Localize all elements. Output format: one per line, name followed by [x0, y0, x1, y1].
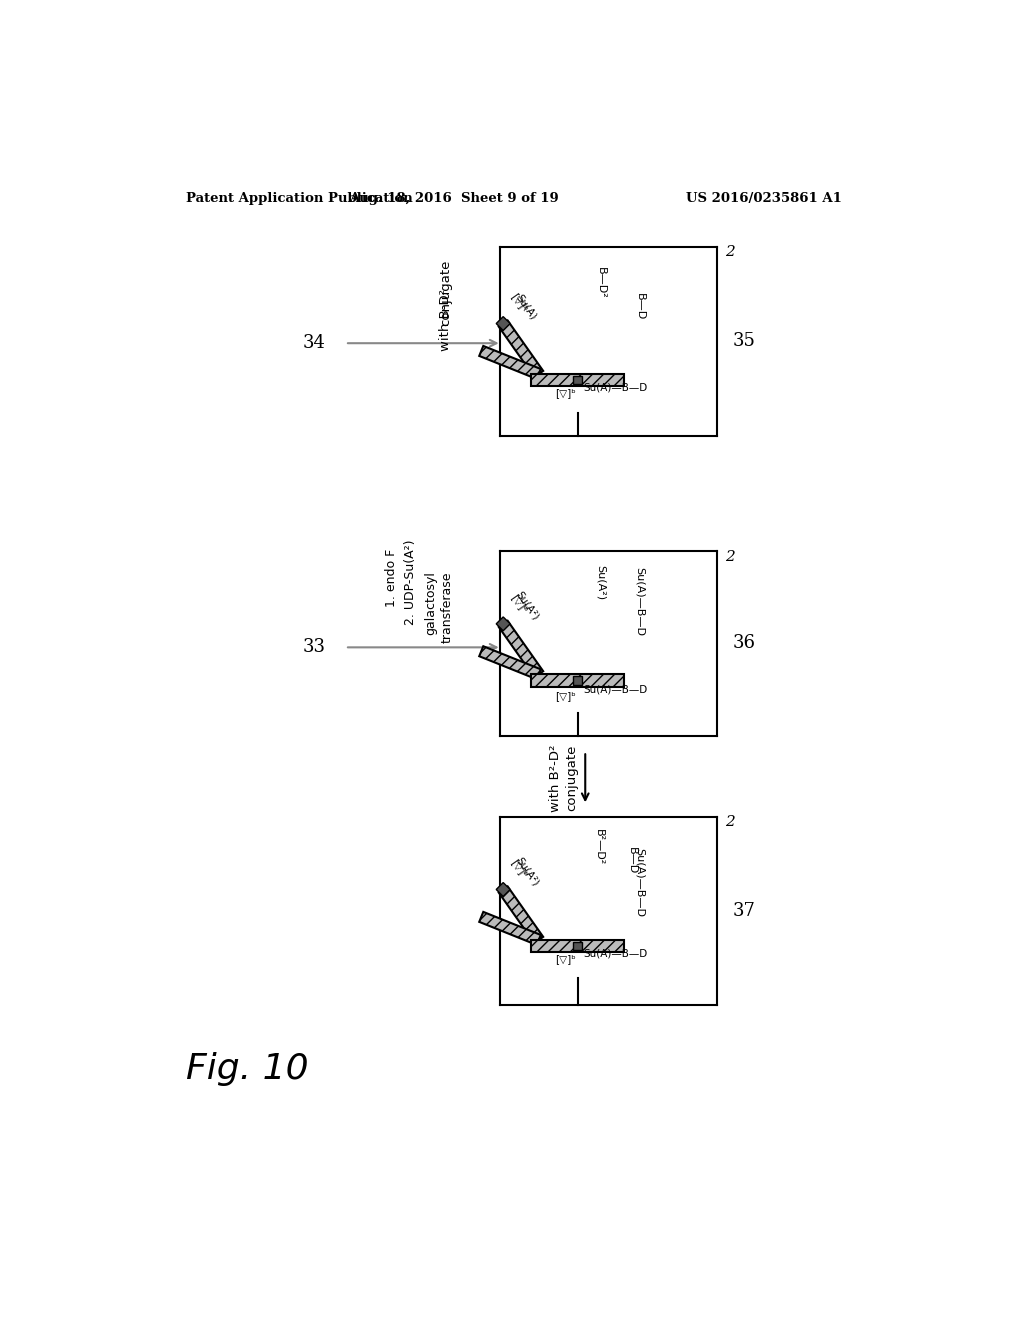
Text: Fig. 10: Fig. 10 — [186, 1052, 309, 1085]
Text: conjugate: conjugate — [439, 260, 453, 326]
Text: Aug. 18, 2016  Sheet 9 of 19: Aug. 18, 2016 Sheet 9 of 19 — [348, 191, 558, 205]
Text: [▽]ᵇ: [▽]ᵇ — [555, 388, 575, 399]
Text: Patent Application Publication: Patent Application Publication — [186, 191, 413, 205]
Polygon shape — [479, 647, 541, 680]
Text: 2: 2 — [725, 549, 734, 564]
Text: Su(A)—B—D: Su(A)—B—D — [584, 685, 648, 694]
Text: US 2016/0235861 A1: US 2016/0235861 A1 — [686, 191, 842, 205]
Bar — [531, 374, 624, 387]
Text: [▽]ᵇ: [▽]ᵇ — [509, 591, 529, 615]
Text: with B²-D²: with B²-D² — [549, 744, 562, 812]
Bar — [531, 940, 624, 952]
Polygon shape — [479, 346, 541, 379]
Text: 2. UDP-Su(A²): 2. UDP-Su(A²) — [404, 539, 418, 624]
Text: [▽]ᵇ: [▽]ᵇ — [555, 690, 575, 701]
Text: Su(A²): Su(A²) — [596, 565, 606, 601]
Text: Su(A)—B—D: Su(A)—B—D — [635, 847, 644, 916]
Polygon shape — [497, 883, 510, 896]
Text: [▽]ᵇ: [▽]ᵇ — [509, 292, 529, 314]
Text: transferase: transferase — [440, 572, 454, 643]
Bar — [531, 675, 624, 686]
Text: 37: 37 — [732, 902, 756, 920]
Text: 2: 2 — [725, 246, 734, 260]
Text: Su(A²): Su(A²) — [514, 590, 541, 622]
Text: 33: 33 — [302, 639, 326, 656]
Polygon shape — [499, 620, 543, 677]
Text: B—D: B—D — [627, 847, 637, 874]
Polygon shape — [497, 317, 510, 330]
Text: [▽]ᵇ: [▽]ᵇ — [509, 858, 529, 880]
Text: 34: 34 — [302, 334, 326, 352]
Text: 36: 36 — [732, 635, 756, 652]
Text: Su(A)—B—D: Su(A)—B—D — [635, 566, 644, 636]
Text: Su(A)—B—D: Su(A)—B—D — [584, 949, 648, 958]
Text: Su(A)—B—D: Su(A)—B—D — [584, 383, 648, 393]
Text: 1. endo F: 1. endo F — [385, 549, 398, 607]
Text: with B-D²: with B-D² — [439, 289, 453, 351]
Text: galactosyl: galactosyl — [424, 572, 437, 635]
Text: 35: 35 — [732, 331, 756, 350]
Text: Su(A²): Su(A²) — [514, 855, 541, 888]
Polygon shape — [499, 321, 543, 378]
Text: 2: 2 — [725, 816, 734, 829]
Polygon shape — [479, 912, 541, 945]
Bar — [573, 942, 582, 950]
Text: conjugate: conjugate — [565, 744, 578, 812]
Text: Su(A): Su(A) — [514, 293, 539, 322]
Polygon shape — [499, 887, 543, 942]
Text: [▽]ᵇ: [▽]ᵇ — [555, 954, 575, 964]
Bar — [573, 676, 582, 685]
Bar — [573, 376, 582, 384]
Polygon shape — [497, 616, 510, 631]
Text: B—D: B—D — [635, 293, 644, 321]
Text: B²—D²: B²—D² — [594, 829, 603, 866]
Text: B—D²: B—D² — [596, 267, 606, 300]
